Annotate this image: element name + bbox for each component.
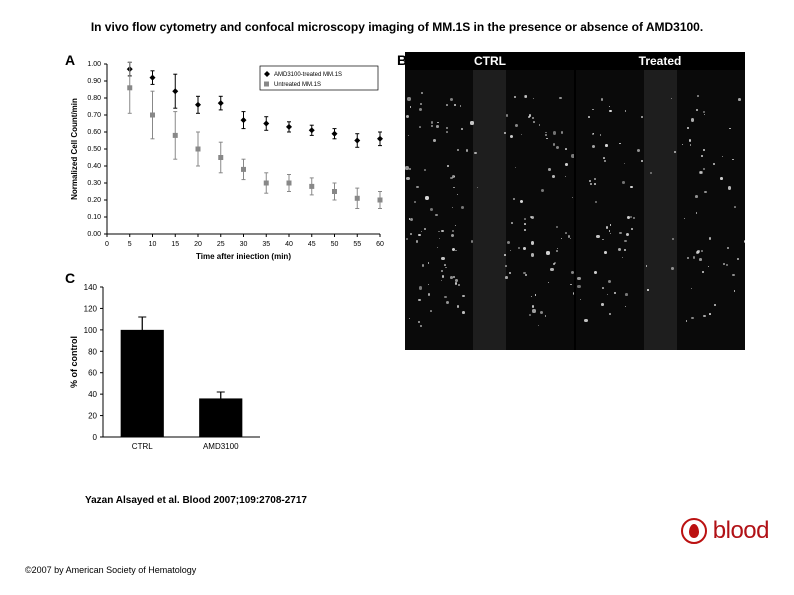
svg-text:CTRL: CTRL: [132, 442, 153, 451]
svg-text:140: 140: [84, 283, 98, 292]
svg-text:45: 45: [308, 241, 316, 248]
svg-text:0.90: 0.90: [87, 78, 101, 85]
svg-text:60: 60: [88, 368, 97, 377]
svg-text:80: 80: [88, 347, 97, 356]
blood-drop-icon: [681, 518, 707, 544]
figure-title: In vivo flow cytometry and confocal micr…: [0, 0, 794, 44]
journal-logo: blood: [681, 517, 769, 545]
panel-b-micrographs: CTRL Treated: [405, 52, 745, 352]
svg-text:35: 35: [262, 241, 270, 248]
svg-text:0.80: 0.80: [87, 95, 101, 102]
svg-text:0.40: 0.40: [87, 163, 101, 170]
svg-text:0.20: 0.20: [87, 197, 101, 204]
svg-text:0: 0: [93, 433, 98, 442]
svg-text:1.00: 1.00: [87, 61, 101, 68]
panel-b-header: CTRL Treated: [405, 52, 745, 70]
svg-text:10: 10: [149, 241, 157, 248]
svg-text:20: 20: [194, 241, 202, 248]
svg-text:120: 120: [84, 304, 98, 313]
micrograph-ctrl: [405, 70, 574, 350]
svg-text:15: 15: [171, 241, 179, 248]
svg-text:Normalized Cell Count/min: Normalized Cell Count/min: [70, 98, 79, 200]
svg-text:25: 25: [217, 241, 225, 248]
svg-text:20: 20: [88, 411, 97, 420]
svg-text:AMD3100-treated MM.1S: AMD3100-treated MM.1S: [274, 72, 342, 78]
panel-b-col-ctrl: CTRL: [405, 52, 575, 70]
svg-text:0.10: 0.10: [87, 214, 101, 221]
panel-a-scatter: 0 5 10 15 20 25 30 35 40 45 50 55 60 0.00 0.10 0.20 0.30…: [65, 52, 390, 262]
svg-text:5: 5: [128, 241, 132, 248]
svg-text:55: 55: [353, 241, 361, 248]
svg-text:0.00: 0.00: [87, 231, 101, 238]
svg-text:40: 40: [285, 241, 293, 248]
svg-text:0.60: 0.60: [87, 129, 101, 136]
svg-text:0.30: 0.30: [87, 180, 101, 187]
svg-text:100: 100: [84, 325, 98, 334]
svg-text:50: 50: [331, 241, 339, 248]
svg-text:AMD3100: AMD3100: [203, 442, 239, 451]
svg-text:0: 0: [105, 241, 109, 248]
logo-text: blood: [713, 517, 769, 545]
micrograph-treated: [576, 70, 745, 350]
panel-b-col-treated: Treated: [575, 52, 745, 70]
svg-text:Time after iniection (min): Time after iniection (min): [196, 252, 291, 261]
svg-text:30: 30: [240, 241, 248, 248]
citation: Yazan Alsayed et al. Blood 2007;109:2708…: [85, 495, 307, 506]
copyright: ©2007 by American Society of Hematology: [25, 565, 196, 575]
svg-text:0.50: 0.50: [87, 146, 101, 153]
panel-c-bar: 0 20 40 60 80 100 120 140 % of control CTRL AMD310…: [65, 277, 285, 457]
svg-text:0.70: 0.70: [87, 112, 101, 119]
figure-area: A 0510152025303540455055600.000.100.200.…: [65, 52, 729, 462]
svg-text:40: 40: [88, 390, 97, 399]
svg-text:% of control: % of control: [69, 336, 79, 388]
svg-text:Untreated MM.1S: Untreated MM.1S: [274, 82, 321, 88]
svg-text:60: 60: [376, 241, 384, 248]
